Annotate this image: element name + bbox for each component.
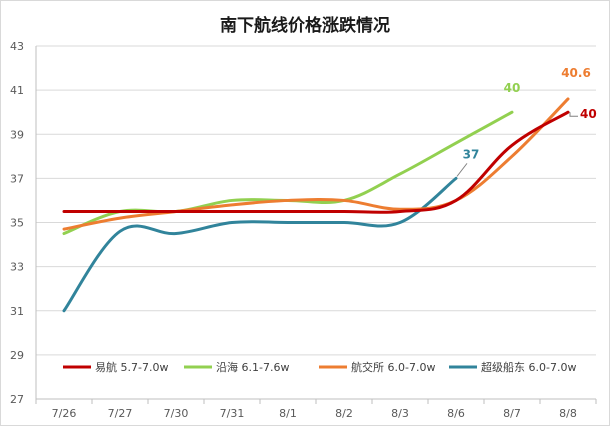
y-tick-label: 29	[10, 349, 24, 362]
y-tick-label: 39	[10, 128, 24, 141]
legend-label: 超级船东 6.0-7.0w	[481, 360, 576, 374]
legend-label: 沿海 6.1-7.6w	[216, 360, 289, 374]
gridlines	[36, 45, 596, 356]
y-tick-label: 35	[10, 217, 24, 230]
data-label: 37	[463, 147, 480, 161]
data-label: 40	[580, 107, 597, 121]
series-lines	[62, 97, 570, 313]
y-tick-label: 43	[10, 40, 24, 53]
x-tick-label: 8/8	[559, 407, 577, 420]
x-tick-labels: 7/26 7/27 7/30 7/31 8/1 8/2 8/3 8/6 8/7 8/8	[52, 407, 577, 420]
axes	[35, 46, 597, 404]
y-tick-label: 31	[10, 305, 24, 318]
legend: 易航 5.7-7.0w 沿海 6.1-7.6w 航交所 6.0-7.0w 超级船东 6…	[63, 360, 576, 374]
series-line	[62, 97, 570, 231]
series-line	[62, 110, 570, 214]
x-tick-label: 8/6	[447, 407, 465, 420]
y-tick-labels: 27 29 31 33 35 37 39 41 43	[10, 40, 24, 406]
label-leader-line	[569, 112, 578, 117]
legend-label: 航交所 6.0-7.0w	[351, 360, 435, 374]
x-tick-label: 8/7	[503, 407, 521, 420]
data-label: 40	[504, 81, 521, 95]
x-tick-label: 7/27	[108, 407, 133, 420]
legend-label: 易航 5.7-7.0w	[95, 360, 168, 374]
x-tick-label: 7/31	[220, 407, 245, 420]
x-tick-label: 7/30	[164, 407, 189, 420]
x-tick-label: 8/1	[279, 407, 297, 420]
series-line	[62, 176, 458, 313]
x-tick-label: 8/3	[391, 407, 409, 420]
label-leader-line	[456, 163, 468, 177]
x-tick-label: 8/2	[335, 407, 353, 420]
end-labels: 37 40 40.6 40	[456, 66, 597, 177]
x-tick-label: 7/26	[52, 407, 77, 420]
y-tick-label: 33	[10, 261, 24, 274]
y-tick-label: 27	[10, 393, 24, 406]
chart-title: 南下航线价格涨跌情况	[220, 15, 390, 36]
y-tick-label: 37	[10, 172, 24, 185]
data-label: 40.6	[561, 66, 591, 80]
y-tick-label: 41	[10, 84, 24, 97]
